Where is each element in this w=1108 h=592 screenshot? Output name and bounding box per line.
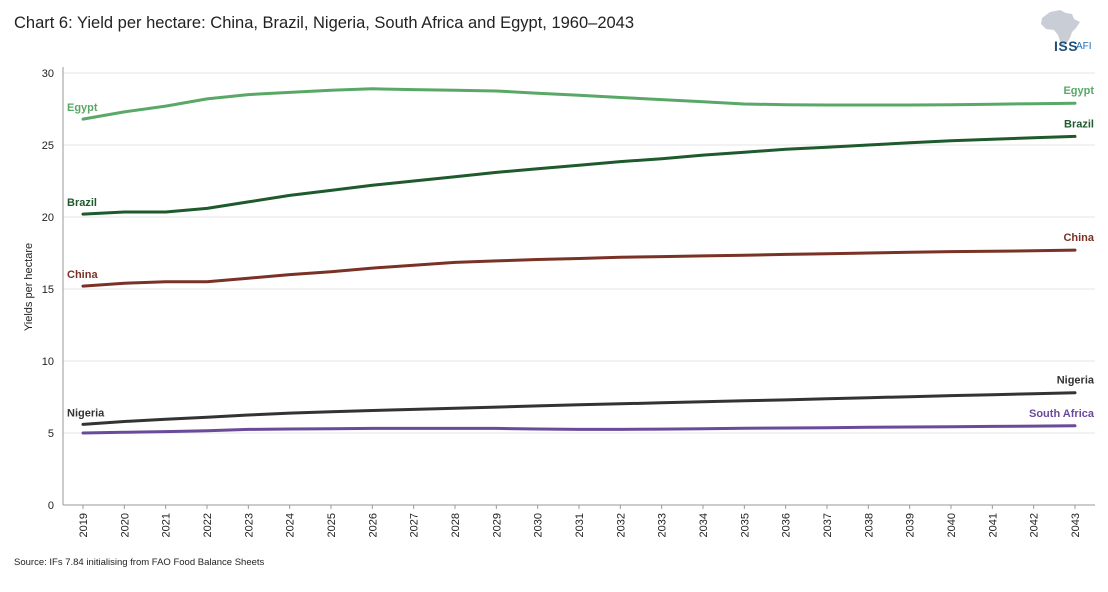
gridlines [63, 72, 1095, 434]
y-tick-label-20: 20 [42, 212, 54, 224]
series-line-egypt [81, 87, 1077, 121]
x-tick-label-2028: 2028 [450, 513, 462, 537]
x-tick-label-2024: 2024 [285, 513, 297, 537]
series-line-china [81, 248, 1077, 288]
y-tick-label-15: 15 [42, 284, 54, 296]
x-tick-label-2019: 2019 [78, 513, 90, 537]
africa-map-icon [1041, 10, 1080, 46]
x-tick-label-2020: 2020 [119, 513, 131, 537]
x-tick-label-2026: 2026 [367, 513, 379, 537]
series-labels: Egypt Egypt Brazil Brazil China China Nigeria N… [67, 85, 1095, 420]
y-tick-label-10: 10 [42, 356, 54, 368]
series-end-label-nigeria: Nigeria [1057, 375, 1095, 387]
x-tick-label-2042: 2042 [1029, 513, 1041, 537]
x-tick-label-2025: 2025 [326, 513, 338, 537]
series-start-label-nigeria: Nigeria [67, 407, 105, 419]
y-tick-labels: 0 5 10 15 20 25 30 [42, 68, 54, 512]
axes [62, 67, 1095, 509]
series-line-nigeria [81, 391, 1077, 426]
x-tick-label-2038: 2038 [863, 513, 875, 537]
x-tick-label-2041: 2041 [987, 513, 999, 537]
series-start-label-egypt: Egypt [67, 102, 98, 114]
y-tick-label-0: 0 [48, 500, 54, 512]
x-tick-label-2022: 2022 [202, 513, 214, 537]
y-tick-label-5: 5 [48, 428, 54, 440]
iss-afi-logo: ISS AFI [1032, 8, 1096, 64]
series-start-label-china: China [67, 269, 98, 281]
chart-title: Chart 6: Yield per hectare: China, Brazi… [14, 14, 635, 32]
x-tick-label-2039: 2039 [905, 513, 917, 537]
x-tick-label-2040: 2040 [946, 513, 958, 537]
x-tick-label-2035: 2035 [739, 513, 751, 537]
y-axis-title: Yields per hectare [23, 243, 35, 331]
x-tick-label-2023: 2023 [243, 513, 255, 537]
x-tick-label-2027: 2027 [409, 513, 421, 537]
x-tick-label-2034: 2034 [698, 513, 710, 537]
series-lines [81, 87, 1077, 435]
y-tick-label-25: 25 [42, 140, 54, 152]
series-end-label-egypt: Egypt [1063, 85, 1094, 97]
series-line-brazil [81, 134, 1077, 216]
x-tick-label-2021: 2021 [161, 513, 173, 537]
x-tick-label-2030: 2030 [533, 513, 545, 537]
x-tick-label-2037: 2037 [822, 513, 834, 537]
series-end-label-china: China [1063, 232, 1094, 244]
x-tick-label-2033: 2033 [657, 513, 669, 537]
x-tick-label-2031: 2031 [574, 513, 586, 537]
series-end-label-south-africa: South Africa [1029, 408, 1095, 420]
x-tick-label-2029: 2029 [491, 513, 503, 537]
source-note: Source: IFs 7.84 initialising from FAO F… [14, 557, 265, 568]
series-line-south-africa [81, 424, 1077, 435]
x-tick-labels: 2019 2020 2021 2022 2023 2024 2025 2026 2027 2028… [78, 513, 1082, 537]
y-tick-label-30: 30 [42, 68, 54, 80]
series-start-label-brazil: Brazil [67, 197, 97, 209]
logo-iss-text: ISS [1054, 38, 1079, 54]
logo-afi-text: AFI [1076, 41, 1092, 52]
series-end-label-brazil: Brazil [1064, 118, 1094, 130]
x-tick-label-2032: 2032 [615, 513, 627, 537]
x-tick-label-2036: 2036 [781, 513, 793, 537]
x-tick-label-2043: 2043 [1070, 513, 1082, 537]
